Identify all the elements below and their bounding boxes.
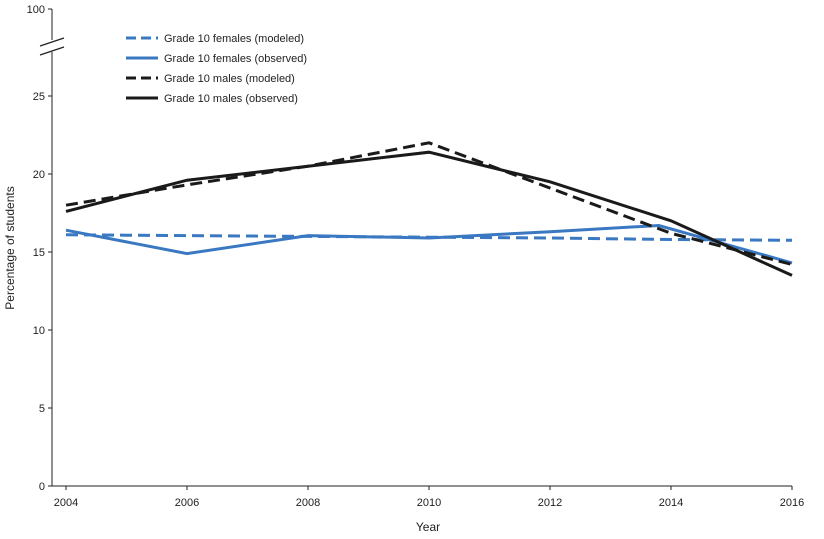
y-tick-label: 100	[27, 4, 45, 16]
y-tick-label: 10	[33, 325, 45, 337]
series-line-2	[65, 223, 793, 265]
series-layer	[65, 141, 793, 277]
x-tick-label: 2014	[659, 497, 683, 509]
y-tick-label: 15	[33, 247, 45, 259]
x-tick-label: 2012	[538, 497, 562, 509]
legend: Grade 10 females (modeled) Grade 10 femal…	[126, 33, 307, 105]
y-tick-label: 20	[33, 169, 45, 181]
legend-label: Grade 10 males (observed)	[164, 93, 298, 105]
series-line-4	[65, 150, 793, 277]
axis-break-marker	[39, 37, 65, 56]
y-tick-label: 0	[39, 481, 45, 493]
y-axis-title: Percentage of students	[3, 186, 17, 309]
x-tick-label: 2008	[296, 497, 320, 509]
legend-label: Grade 10 males (modeled)	[164, 73, 295, 85]
x-axis-title: Year	[416, 520, 440, 534]
y-tick-label: 25	[33, 91, 45, 103]
y-ticks: 0 5 10 15 20 25 100	[27, 4, 52, 493]
x-tick-label: 2016	[780, 497, 804, 509]
y-tick-label: 5	[39, 403, 45, 415]
legend-label: Grade 10 females (modeled)	[164, 33, 304, 45]
axes	[39, 9, 792, 487]
x-tick-label: 2010	[417, 497, 441, 509]
series-line-3	[65, 141, 793, 266]
x-tick-label: 2004	[54, 497, 78, 509]
x-ticks: 2004 2006 2008 2010 2012 2014 2016	[54, 486, 804, 509]
legend-label: Grade 10 females (observed)	[164, 53, 307, 65]
x-tick-label: 2006	[175, 497, 199, 509]
